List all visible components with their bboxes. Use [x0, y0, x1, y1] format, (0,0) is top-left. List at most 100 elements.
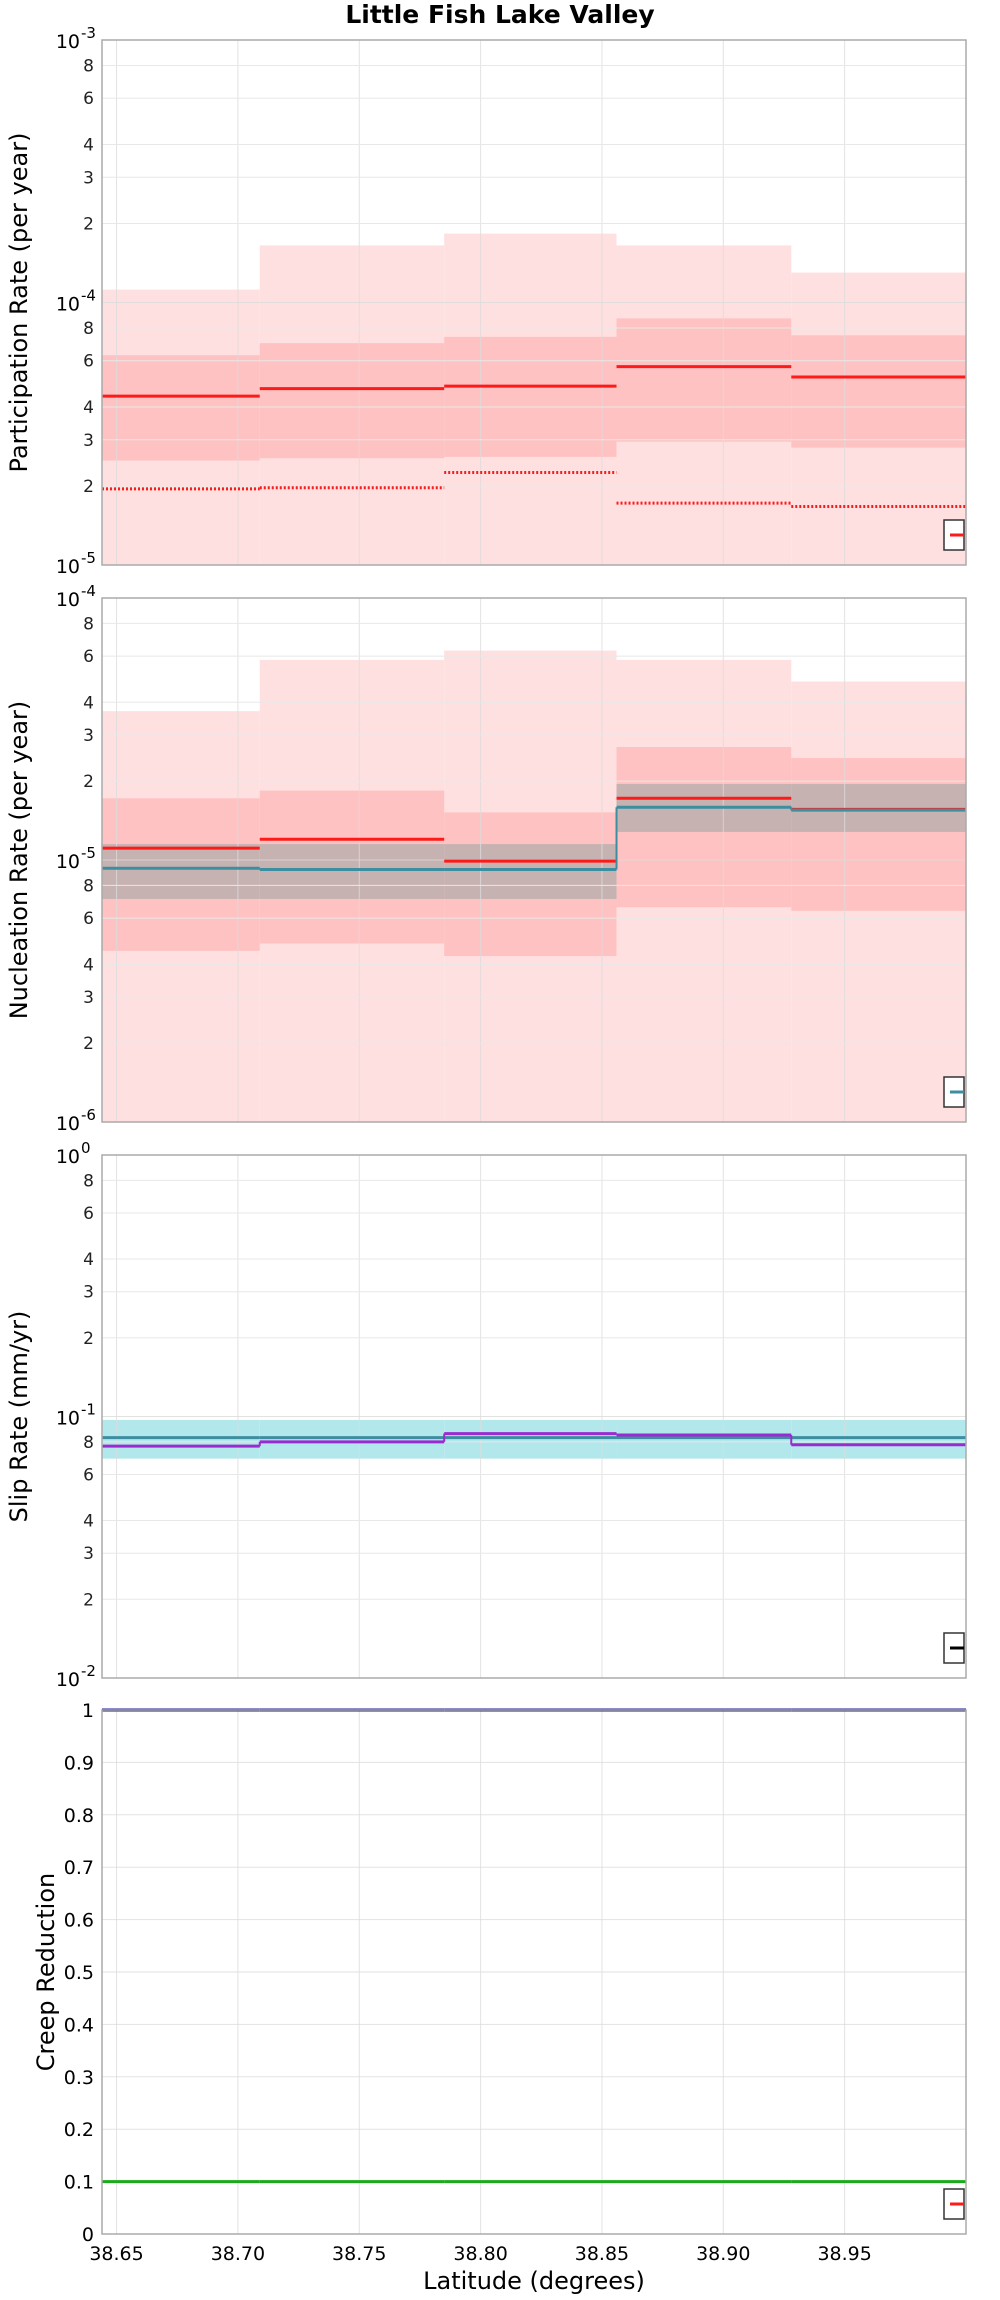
y-minor-tick-label: 8 [83, 1171, 94, 1191]
y-minor-tick-label: 8 [83, 1433, 94, 1453]
y-tick-exponent: -1 [81, 1401, 96, 1419]
y-axis-label: Creep Reduction [32, 1873, 60, 2071]
legend [943, 2188, 965, 2220]
band-2-segment [102, 355, 260, 461]
band-1-segment [444, 1419, 617, 1459]
x-ticks: 38.65 38.70 38.75 38.80 38.85 38.90 38.95 [89, 2243, 871, 2265]
y-minor-tick-label: 4 [83, 693, 94, 713]
band-3-segment [444, 844, 617, 899]
band-2-segment [616, 318, 792, 442]
plot-frame [101, 1709, 967, 2235]
band-3-segment [102, 844, 260, 899]
legend [943, 1632, 965, 1664]
plot-frame [101, 597, 967, 1123]
y-minor-tick-label: 2 [83, 772, 94, 792]
y-tick-label: 0.1 [64, 2172, 94, 2194]
band-1-segment [616, 1419, 792, 1459]
y-minor-tick-label: 4 [83, 1512, 94, 1532]
grid [102, 1709, 966, 2235]
y-tick-label: 10 [56, 294, 80, 316]
y-minor-tick-label: 2 [83, 214, 94, 234]
y-tick-exponent: -2 [81, 1662, 96, 1680]
y-tick-exponent: -5 [81, 844, 96, 862]
y-tick-label: 10 [56, 1669, 80, 1691]
y-tick-label: 10 [56, 556, 80, 578]
y-tick-label: 10 [56, 589, 80, 611]
y-tick-label: 0.7 [64, 1857, 94, 1879]
y-tick-exponent: -3 [81, 24, 96, 42]
grid [102, 1154, 966, 1679]
y-minor-tick-label: 2 [83, 1329, 94, 1349]
y-tick-label: 0.4 [64, 2014, 94, 2036]
y-tick-label: 10 [56, 1146, 80, 1168]
y-minor-tick-label: 8 [83, 876, 94, 896]
band-1-segment [791, 1419, 966, 1459]
series-2 [102, 1432, 966, 1448]
y-axis-label: Slip Rate (mm/yr) [5, 1311, 33, 1523]
x-tick-label: 38.80 [453, 2243, 507, 2265]
y-minor-tick-label: 6 [83, 352, 94, 372]
band-1-segment [259, 1419, 445, 1459]
y-tick-label: 10 [56, 851, 80, 873]
y-minor-tick-label: 3 [83, 726, 94, 746]
y-tick-exponent: -6 [81, 1106, 96, 1124]
x-axis-label: Latitude (degrees) [423, 2267, 645, 2295]
y-tick-label: 10 [56, 1408, 80, 1430]
y-tick-exponent: -4 [81, 287, 96, 305]
y-tick-exponent: -5 [81, 549, 96, 567]
y-tick-label: 1 [82, 1700, 94, 1722]
y-minor-tick-label: 6 [83, 909, 94, 929]
y-minor-tick-label: 6 [83, 1466, 94, 1486]
plot-frame [101, 1154, 967, 1679]
x-tick-label: 38.85 [575, 2243, 629, 2265]
y-minor-tick-label: 3 [83, 168, 94, 188]
y-minor-tick-label: 8 [83, 56, 94, 76]
y-tick-label: 10 [56, 1113, 80, 1135]
y-ticks: 0 0.1 0.2 0.3 0.4 0.5 0.6 0.7 0.8 0.9 1 [64, 1700, 94, 2246]
y-axis-label: Participation Rate (per year) [5, 133, 33, 473]
y-tick-label: 0.2 [64, 2119, 94, 2141]
y-minor-tick-label: 4 [83, 398, 94, 418]
x-tick-label: 38.65 [89, 2243, 143, 2265]
y-minor-tick-label: 2 [83, 477, 94, 497]
y-minor-tick-label: 3 [83, 1544, 94, 1564]
series-2 [102, 471, 966, 509]
x-tick-label: 38.70 [211, 2243, 265, 2265]
x-tick-label: 38.75 [332, 2243, 386, 2265]
y-minor-tick-label: 8 [83, 319, 94, 339]
y-tick-label: 0 [82, 2224, 94, 2246]
y-minor-tick-label: 3 [83, 988, 94, 1008]
series-1 [102, 365, 966, 398]
y-minor-tick-label: 4 [83, 1250, 94, 1270]
y-minor-tick-label: 3 [83, 1283, 94, 1303]
band-2-segment [791, 335, 966, 448]
y-minor-tick-label: 4 [83, 135, 94, 155]
y-minor-tick-label: 6 [83, 647, 94, 667]
y-tick-exponent: -4 [81, 582, 96, 600]
band-3-segment [259, 844, 445, 899]
y-minor-tick-label: 6 [83, 1204, 94, 1224]
y-tick-label: 10 [56, 31, 80, 53]
band-2-segment [259, 343, 445, 459]
y-axis-label: Nucleation Rate (per year) [5, 701, 33, 1020]
y-minor-tick-label: 2 [83, 1590, 94, 1610]
y-tick-label: 0.8 [64, 1805, 94, 1827]
series-2 [102, 805, 966, 871]
y-tick-label: 0.9 [64, 1752, 94, 1774]
y-minor-tick-label: 8 [83, 614, 94, 634]
y-tick-label: 0.3 [64, 2067, 94, 2089]
panel-4: 0 0.1 0.2 0.3 0.4 0.5 0.6 0.7 0.8 0.9 1 Creep Reduc… [32, 1700, 967, 2246]
legend [943, 519, 965, 551]
band-2-segment [444, 336, 617, 457]
legend [943, 1076, 965, 1108]
y-minor-tick-label: 2 [83, 1034, 94, 1054]
band-1-segment [102, 1419, 260, 1459]
y-tick-label: 0.5 [64, 1962, 94, 1984]
x-tick-label: 38.95 [817, 2243, 871, 2265]
